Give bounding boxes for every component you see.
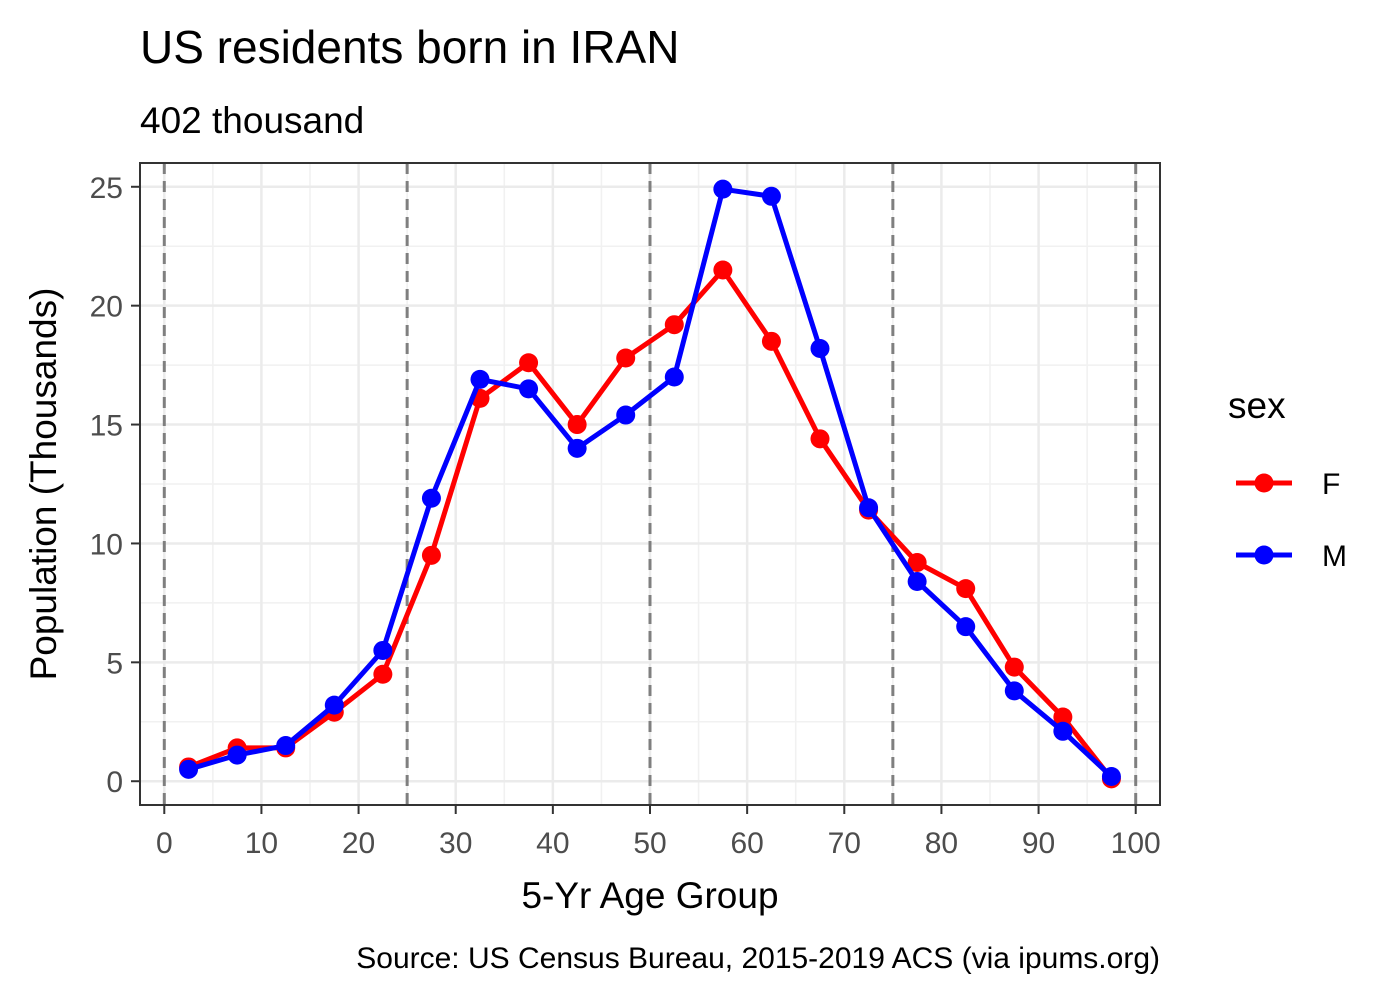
data-point-m — [713, 179, 733, 199]
x-tick-label: 90 — [1022, 827, 1055, 860]
x-tick-label: 0 — [156, 827, 173, 860]
plot-panel — [139, 162, 1161, 806]
data-point-m — [761, 186, 781, 206]
data-point-m — [373, 640, 393, 660]
x-tick-label: 20 — [342, 827, 375, 860]
data-point-f — [713, 260, 733, 280]
data-point-m — [956, 617, 976, 637]
data-point-m — [907, 571, 927, 591]
series-line-m — [186, 186, 1114, 779]
y-tick-label: 20 — [90, 291, 123, 324]
series-layer — [179, 179, 1121, 789]
legend-items: FM — [1236, 468, 1347, 573]
y-tick-label: 25 — [90, 172, 123, 205]
y-tick-label: 5 — [106, 647, 123, 680]
data-point-f — [907, 552, 927, 572]
data-point-m — [324, 695, 344, 715]
data-point-f — [1004, 657, 1024, 677]
data-point-f — [373, 664, 393, 684]
data-point-f — [616, 348, 636, 368]
x-tick-label: 10 — [245, 827, 278, 860]
data-point-f — [956, 579, 976, 599]
y-tick-label: 15 — [90, 410, 123, 443]
data-point-m — [421, 488, 441, 508]
data-point-f — [421, 545, 441, 565]
data-point-m — [810, 338, 830, 358]
y-axis-title: Population (Thousands) — [23, 288, 64, 681]
x-axis: 0 10 20 30 40 50 60 70 80 90 100 — [156, 805, 1161, 860]
legend-key-point-m — [1254, 545, 1274, 565]
data-point-f — [1053, 707, 1073, 727]
data-point-m — [179, 759, 199, 779]
data-point-m — [470, 369, 490, 389]
chart-title: US residents born in IRAN — [140, 21, 679, 73]
x-axis-title: 5-Yr Age Group — [521, 875, 778, 916]
x-tick-label: 40 — [536, 827, 569, 860]
chart-caption: Source: US Census Bureau, 2015-2019 ACS … — [356, 942, 1160, 975]
data-point-f — [519, 353, 539, 373]
x-tick-label: 50 — [633, 827, 666, 860]
data-point-m — [1101, 766, 1121, 786]
data-point-f — [567, 415, 587, 435]
data-point-m — [519, 379, 539, 399]
data-point-f — [664, 315, 684, 335]
y-axis: 0 5 10 15 20 25 — [90, 172, 140, 799]
x-tick-label: 60 — [730, 827, 763, 860]
data-point-f — [761, 331, 781, 351]
data-point-f — [810, 429, 830, 449]
data-point-m — [276, 736, 296, 756]
y-tick-label: 0 — [106, 766, 123, 799]
legend-label-f: F — [1322, 468, 1340, 501]
x-tick-label: 100 — [1111, 827, 1161, 860]
data-point-m — [616, 405, 636, 425]
legend: sex FM — [1228, 385, 1347, 573]
data-point-m — [1053, 721, 1073, 741]
chart-subtitle: 402 thousand — [140, 100, 364, 141]
data-point-m — [859, 498, 879, 518]
data-point-m — [567, 438, 587, 458]
legend-key-point-f — [1254, 473, 1274, 493]
legend-title: sex — [1228, 385, 1286, 426]
data-point-m — [1004, 681, 1024, 701]
x-tick-label: 70 — [828, 827, 861, 860]
data-point-m — [664, 367, 684, 387]
x-tick-label: 80 — [925, 827, 958, 860]
legend-label-m: M — [1322, 540, 1347, 573]
data-point-m — [227, 745, 247, 765]
y-tick-label: 10 — [90, 528, 123, 561]
x-tick-label: 30 — [439, 827, 472, 860]
